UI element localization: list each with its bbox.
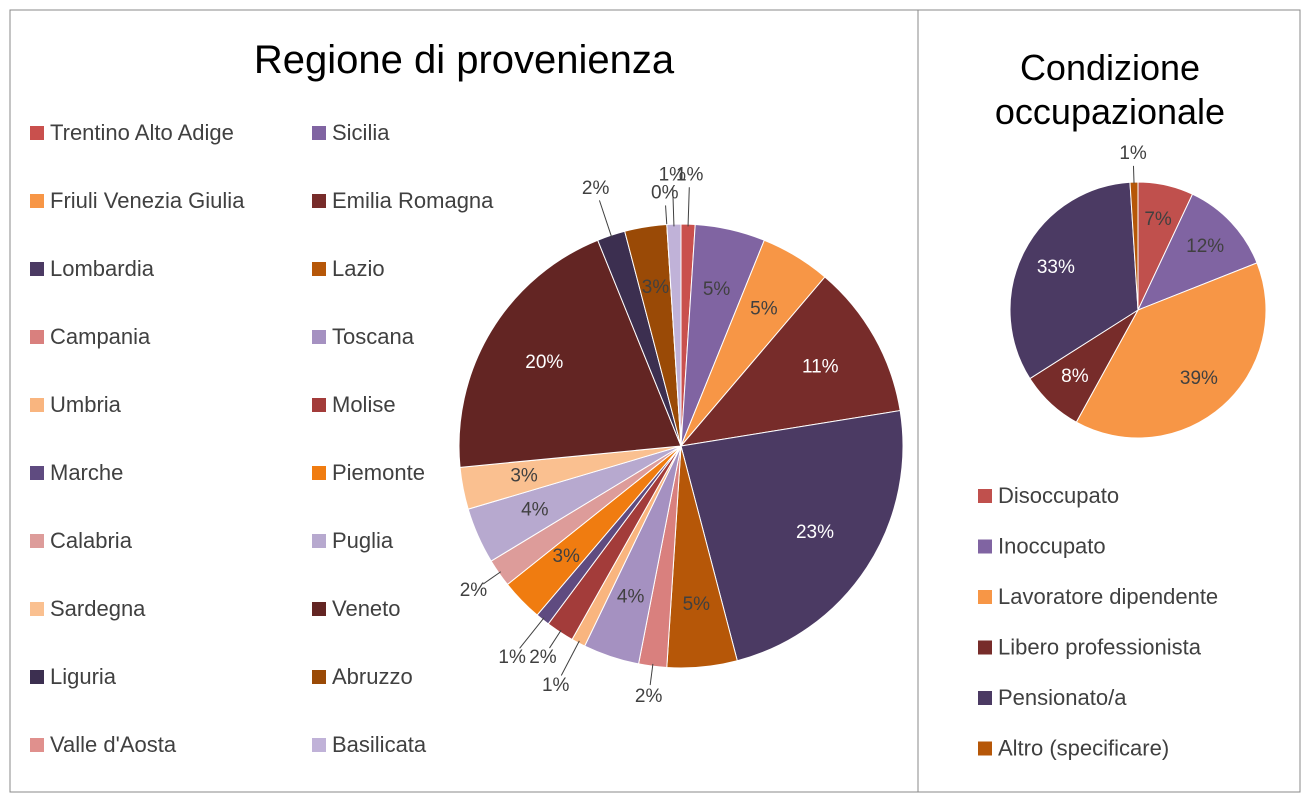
leader-line xyxy=(482,571,502,585)
data-label: 3% xyxy=(552,546,580,567)
legend-swatch xyxy=(312,466,326,480)
leader-line xyxy=(665,205,668,227)
legend-label: Lombardia xyxy=(50,256,155,281)
legend-swatch xyxy=(312,398,326,412)
legend-swatch xyxy=(312,670,326,684)
legend-label: Piemonte xyxy=(332,460,425,485)
pie-slice xyxy=(1137,193,1258,311)
data-label: 5% xyxy=(683,594,711,615)
legend-swatch xyxy=(30,194,44,208)
data-label: 4% xyxy=(617,587,645,608)
data-label: 20% xyxy=(525,352,563,373)
legend-swatch xyxy=(978,640,992,655)
legend-swatch xyxy=(30,126,44,140)
data-label: 5% xyxy=(750,298,778,319)
legend-swatch xyxy=(30,262,44,276)
legend-label: Inoccupato xyxy=(998,533,1106,558)
data-label: 2% xyxy=(460,580,488,601)
legend-swatch xyxy=(30,466,44,480)
data-label: 1% xyxy=(498,647,526,668)
legend-swatch xyxy=(312,194,326,208)
legend-label: Calabria xyxy=(50,528,133,553)
data-label: 5% xyxy=(703,279,731,300)
legend-label: Pensionato/a xyxy=(998,685,1127,710)
chart-title: Condizione occupazionale xyxy=(994,47,1226,132)
legend-label: Emilia Romagna xyxy=(332,188,494,213)
data-label: 3% xyxy=(510,466,538,487)
leader-line xyxy=(598,200,613,238)
data-label: 12% xyxy=(1186,236,1224,257)
data-label: 33% xyxy=(1037,257,1075,278)
data-label: 0% xyxy=(651,182,679,203)
legend-swatch xyxy=(312,534,326,548)
data-label: 4% xyxy=(521,500,549,521)
data-label: 1% xyxy=(542,675,570,696)
legend-label: Disoccupato xyxy=(998,483,1119,508)
legend-swatch xyxy=(312,738,326,752)
leader-line xyxy=(560,640,580,676)
legend-swatch xyxy=(30,602,44,616)
data-label: 2% xyxy=(635,686,663,707)
leader-line xyxy=(519,617,545,649)
legend-label: Marche xyxy=(50,460,123,485)
legend-swatch xyxy=(312,262,326,276)
legend-swatch xyxy=(312,330,326,344)
data-label: 1% xyxy=(1119,143,1147,164)
data-label: 1% xyxy=(659,164,687,185)
legend-swatch xyxy=(978,741,992,756)
data-label: 8% xyxy=(1061,366,1089,387)
data-label: 7% xyxy=(1144,209,1172,230)
legend-swatch xyxy=(978,539,992,554)
legend-label: Toscana xyxy=(332,324,415,349)
leader-line xyxy=(549,629,562,649)
legend-label: Sardegna xyxy=(50,596,146,621)
legend-swatch xyxy=(978,691,992,705)
leader-line xyxy=(687,187,690,227)
leader-line xyxy=(1132,165,1135,184)
leader-line xyxy=(672,187,675,227)
panel-frame xyxy=(917,9,1301,793)
legend-label: Molise xyxy=(332,392,396,417)
legend-swatch xyxy=(978,489,992,503)
legend-swatch xyxy=(30,670,44,684)
chart-title: Regione di provenienza xyxy=(253,38,675,82)
data-label: 3% xyxy=(642,277,670,298)
legend-label: Libero professionista xyxy=(998,634,1202,659)
legend-label: Liguria xyxy=(50,664,117,689)
legend-label: Friuli Venezia Giulia xyxy=(50,188,245,213)
legend-swatch xyxy=(312,602,326,616)
legend-label: Abruzzo xyxy=(332,664,413,689)
legend-label: Lazio xyxy=(332,256,385,281)
legend-swatch xyxy=(978,590,992,604)
leader-line xyxy=(649,663,654,686)
data-label: 23% xyxy=(796,522,834,543)
pie-slice xyxy=(1009,181,1139,380)
legend-label: Umbria xyxy=(50,392,122,417)
legend-label: Basilicata xyxy=(332,732,427,757)
legend-label: Valle d'Aosta xyxy=(50,732,177,757)
legend-swatch xyxy=(30,330,44,344)
legend-label: Lavoratore dipendente xyxy=(998,584,1218,609)
legend-label: Campania xyxy=(50,324,151,349)
pie-slice xyxy=(458,239,682,468)
legend-label: Puglia xyxy=(332,528,394,553)
legend-label: Sicilia xyxy=(332,120,390,145)
data-label: 2% xyxy=(529,647,557,668)
data-label: 11% xyxy=(802,357,839,378)
data-label: 2% xyxy=(582,178,610,199)
data-label: 1% xyxy=(676,164,704,185)
pie-slice xyxy=(680,409,904,662)
legend-swatch xyxy=(30,534,44,548)
legend-swatch xyxy=(30,738,44,752)
legend-swatch xyxy=(30,398,44,412)
pie-slice xyxy=(679,276,901,447)
legend-swatch xyxy=(312,126,326,140)
legend-label: Veneto xyxy=(332,596,401,621)
data-label: 39% xyxy=(1180,368,1218,389)
legend-label: Trentino Alto Adige xyxy=(50,120,234,145)
pie-slice xyxy=(1075,262,1267,439)
legend-label: Altro (specificare) xyxy=(998,735,1169,760)
